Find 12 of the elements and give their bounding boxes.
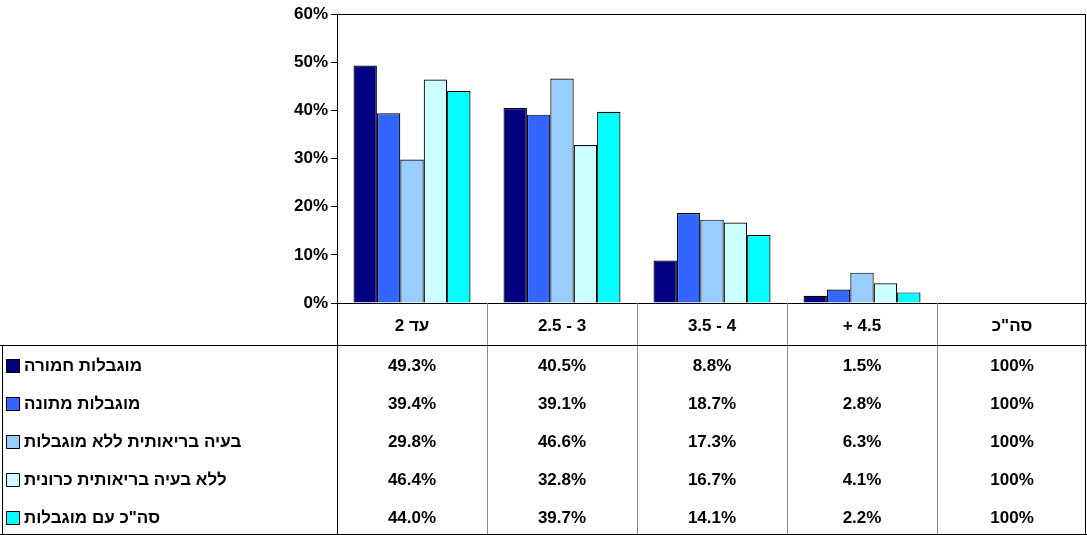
x-tick-label: עד 2 [394,315,430,335]
y-tick-label: 50% [293,51,328,71]
y-tick-label: 0% [303,292,328,312]
y-tick-label: 10% [293,244,328,264]
y-tick-label: 40% [293,100,328,120]
x-tick-label: 3 - 2.5 [537,315,587,335]
y-tick-label: 20% [293,196,328,216]
y-tick-label: 30% [293,148,328,168]
x-tick-label: 4 - 3.5 [687,315,737,335]
x-tick-label: 4.5 + [842,315,882,335]
x-tick-label: סה"כ [991,315,1033,335]
y-tick-label: 60% [293,3,328,23]
